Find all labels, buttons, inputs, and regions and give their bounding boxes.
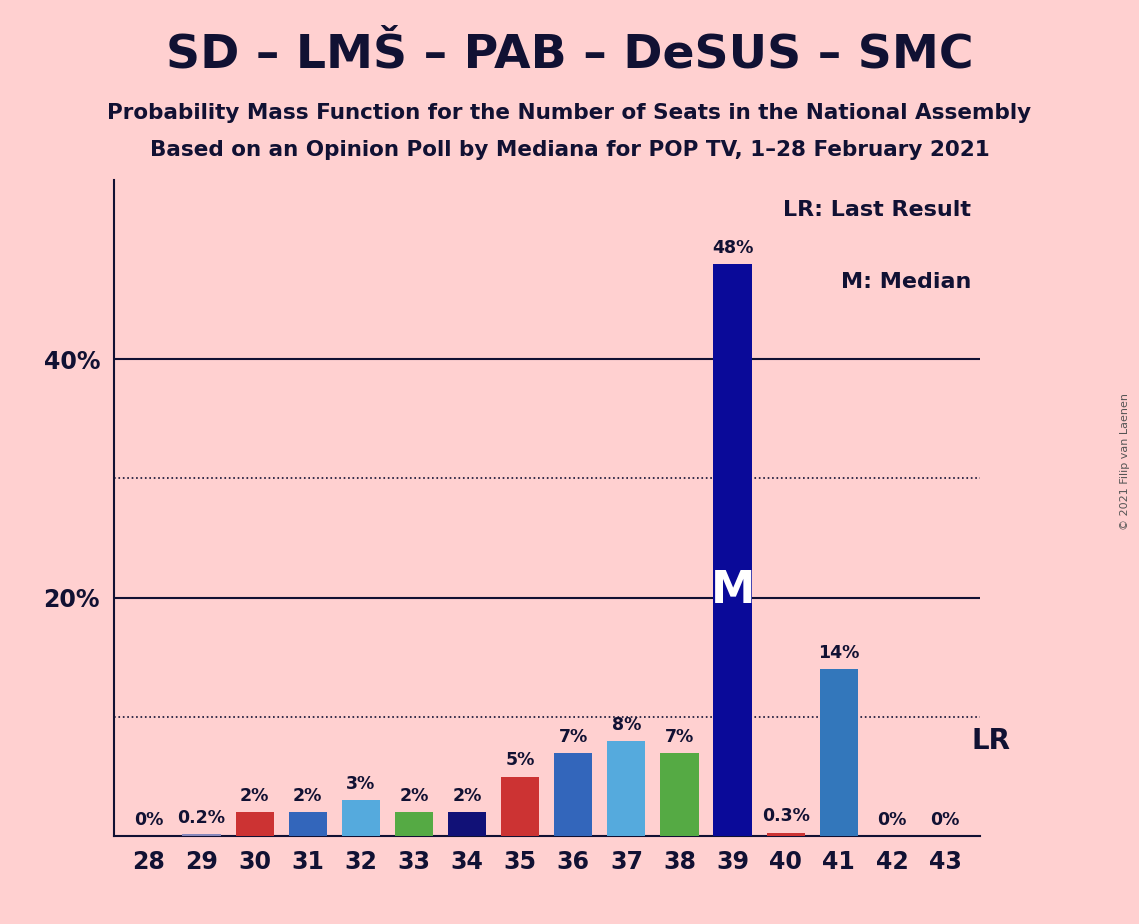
- Text: Based on an Opinion Poll by Mediana for POP TV, 1–28 February 2021: Based on an Opinion Poll by Mediana for …: [149, 140, 990, 161]
- Text: 2%: 2%: [400, 787, 428, 805]
- Text: 2%: 2%: [452, 787, 482, 805]
- Text: 7%: 7%: [665, 727, 694, 746]
- Text: 0%: 0%: [133, 811, 163, 829]
- Text: 0.3%: 0.3%: [762, 808, 810, 825]
- Bar: [342, 800, 380, 836]
- Text: 2%: 2%: [240, 787, 269, 805]
- Text: 5%: 5%: [506, 751, 535, 770]
- Bar: [661, 753, 698, 836]
- Text: 7%: 7%: [558, 727, 588, 746]
- Text: © 2021 Filip van Laenen: © 2021 Filip van Laenen: [1121, 394, 1130, 530]
- Text: 0%: 0%: [931, 811, 960, 829]
- Text: 3%: 3%: [346, 775, 376, 794]
- Bar: [767, 833, 805, 836]
- Text: 14%: 14%: [818, 644, 860, 663]
- Text: LR: LR: [972, 727, 1010, 755]
- Text: M: M: [711, 568, 755, 612]
- Text: LR: Last Result: LR: Last Result: [782, 200, 970, 220]
- Bar: [607, 741, 646, 836]
- Bar: [713, 263, 752, 836]
- Bar: [395, 812, 433, 836]
- Text: 8%: 8%: [612, 716, 641, 734]
- Bar: [820, 669, 858, 836]
- Text: 0.2%: 0.2%: [178, 808, 226, 827]
- Text: M: Median: M: Median: [841, 272, 970, 292]
- Text: 0%: 0%: [877, 811, 907, 829]
- Bar: [288, 812, 327, 836]
- Bar: [236, 812, 273, 836]
- Text: 48%: 48%: [712, 238, 753, 257]
- Text: 2%: 2%: [293, 787, 322, 805]
- Bar: [448, 812, 486, 836]
- Text: Probability Mass Function for the Number of Seats in the National Assembly: Probability Mass Function for the Number…: [107, 103, 1032, 124]
- Bar: [182, 833, 221, 836]
- Bar: [555, 753, 592, 836]
- Text: SD – LMŠ – PAB – DeSUS – SMC: SD – LMŠ – PAB – DeSUS – SMC: [165, 32, 974, 78]
- Bar: [501, 776, 539, 836]
